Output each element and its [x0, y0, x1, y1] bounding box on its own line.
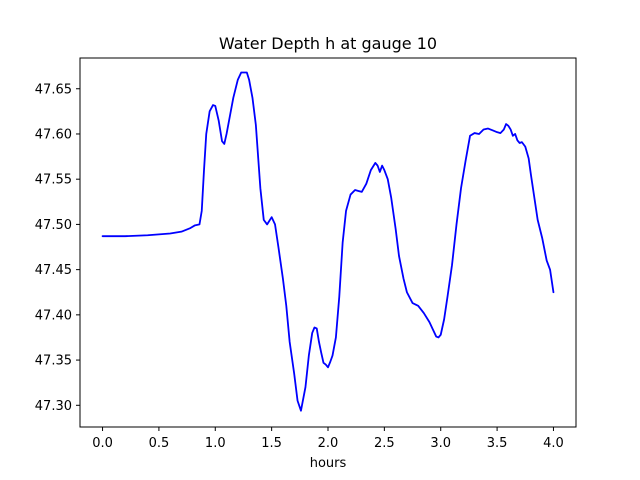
y-tick-label: 47.60 — [35, 127, 72, 142]
y-tick-label: 47.45 — [35, 263, 72, 278]
x-axis-label: hours — [310, 456, 347, 471]
x-tick-label: 0.5 — [149, 436, 170, 451]
y-tick-label: 47.40 — [35, 308, 72, 323]
y-axis-ticks: 47.30 47.35 47.40 47.45 47.50 47.55 47.60 47.65 — [35, 82, 80, 414]
x-tick-label: 4.0 — [543, 436, 564, 451]
y-tick-label: 47.55 — [35, 173, 72, 188]
y-tick-label: 47.50 — [35, 218, 72, 233]
y-tick-label: 47.35 — [35, 354, 72, 369]
x-tick-label: 2.5 — [374, 436, 395, 451]
x-tick-label: 2.0 — [318, 436, 339, 451]
series-line — [101, 71, 555, 412]
series-layer — [101, 71, 555, 412]
x-tick-label: 0.0 — [92, 436, 113, 451]
plot-area — [80, 58, 576, 427]
x-axis-ticks: 0.0 0.5 1.0 1.5 2.0 2.5 3.0 3.5 4.0 — [92, 427, 564, 451]
x-tick-label: 1.5 — [261, 436, 282, 451]
x-tick-label: 3.0 — [430, 436, 451, 451]
chart-title: Water Depth h at gauge 10 — [219, 34, 437, 53]
x-tick-label: 1.0 — [205, 436, 226, 451]
y-tick-label: 47.30 — [35, 399, 72, 414]
x-tick-label: 3.5 — [487, 436, 508, 451]
y-tick-label: 47.65 — [35, 82, 72, 97]
